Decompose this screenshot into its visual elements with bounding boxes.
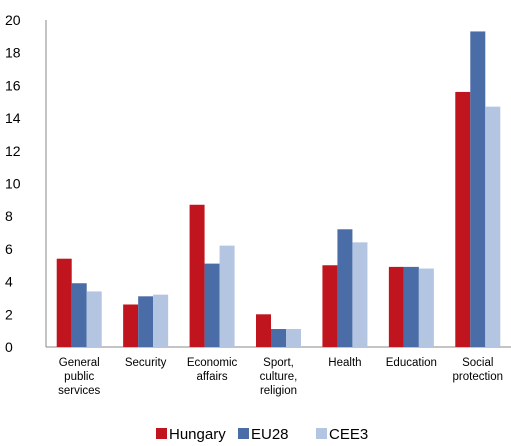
category-label: culture, [260,371,298,383]
bar-hungary [56,258,72,347]
category-label: protection [453,371,504,383]
bar-hungary [256,314,271,347]
legend-label-eu28: EU28 [251,426,289,443]
category-label: public [64,371,94,383]
legend-label-hungary: Hungary [169,426,226,443]
legend-swatch-hungary [156,428,167,439]
y-tick-label: 18 [5,45,21,61]
category-label: Social [462,357,493,369]
y-tick-label: 16 [5,77,21,93]
category-label: Economic [187,357,238,369]
y-tick-label: 8 [5,208,13,224]
legend: Hungary EU28 CEE3 [156,426,368,443]
legend-label-cee3: CEE3 [329,426,368,443]
y-tick-label: 0 [5,339,13,355]
bar-cee3 [219,245,235,347]
category-labels: General public services Security Economic aff… [58,357,503,397]
bar-eu28 [337,229,353,347]
category-label: affairs [197,371,228,383]
category-label: General [59,357,100,369]
bar-cee3 [153,294,169,347]
y-tick-label: 20 [5,12,21,28]
bar-eu28 [204,263,220,347]
y-tick-label: 6 [5,241,13,257]
legend-swatch-cee3 [316,428,327,439]
bar-hungary [455,91,471,347]
category-label: Security [125,357,167,369]
y-tick-label: 10 [5,176,21,192]
bar-cee3 [418,268,434,347]
category-label: Health [328,357,361,369]
y-tick-labels: 0 2 4 6 8 10 12 14 16 18 20 [5,12,21,355]
bar-hungary [388,266,404,347]
bar-eu28 [138,296,154,347]
bars [56,31,501,347]
bar-hungary [189,204,205,347]
y-tick-label: 12 [5,143,21,159]
legend-swatch-eu28 [238,428,249,439]
y-tick-label: 14 [5,110,21,126]
bar-eu28 [71,283,87,347]
bar-eu28 [403,266,419,347]
category-label: Education [386,357,437,369]
bar-hungary [123,304,139,347]
bar-cee3 [286,329,301,347]
category-label: religion [260,385,297,397]
category-label: services [58,385,100,397]
y-tick-label: 4 [5,274,13,290]
bar-cee3 [352,242,368,347]
category-label: Sport, [263,357,294,369]
bar-eu28 [470,31,486,347]
bar-eu28 [271,329,286,347]
bar-cee3 [86,291,102,347]
bar-hungary [322,265,338,347]
bar-cee3 [485,106,501,347]
y-tick-label: 2 [5,306,13,322]
